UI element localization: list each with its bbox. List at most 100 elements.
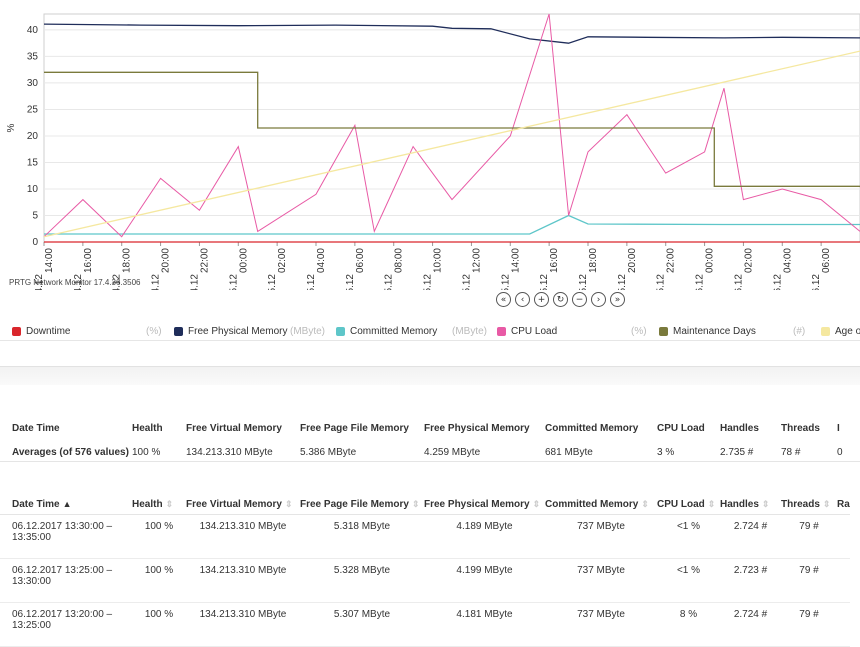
legend-unit: (MByte): [290, 326, 325, 337]
cpu-load-line: [43, 13, 860, 238]
free-physical-memory-swatch-icon: [174, 327, 183, 336]
header-label: Committed Memory: [545, 498, 639, 510]
legend-unit: (%): [631, 326, 647, 337]
cell-cpu-load: <1 %: [657, 514, 720, 559]
header-label: Date Time: [12, 498, 60, 510]
legend-item-free-physical-memory[interactable]: Free Physical Memory: [174, 326, 287, 337]
date-time-end: 13:25:00: [12, 620, 51, 631]
chart-svg[interactable]: 0 5 10 15 20 25 30 35 40% 04.1214:00 04.1216:00 04.…: [0, 0, 860, 290]
legend-label: CPU Load: [511, 326, 558, 337]
date-time-end: 13:30:00: [12, 576, 51, 587]
legend-item-maintenance-days[interactable]: Maintenance Days: [659, 326, 756, 337]
header-free-physical-memory[interactable]: Free Physical Memory ⇕: [424, 494, 545, 515]
date-time-end: 13:35:00: [12, 532, 51, 543]
header-label: CPU Load: [657, 498, 705, 510]
sort-icon: ⇕: [822, 498, 831, 509]
legend-item-committed-memory[interactable]: Committed Memory: [336, 326, 437, 337]
zoom-out-icon[interactable]: −: [572, 292, 587, 307]
x-tick-label: 06.1206:00: [811, 248, 832, 290]
header-cpu-load[interactable]: CPU Load ⇕: [657, 494, 720, 515]
avg-label: Averages (of 576 values): [12, 446, 129, 458]
sort-icon: ⇕: [761, 498, 770, 509]
legend-label: Free Physical Memory: [188, 326, 288, 337]
legend-divider: [0, 340, 860, 341]
cell-free-physical-memory: 4.199 MByte: [424, 558, 545, 603]
chart-legend: Downtime (%) Free Physical Memory (MByte…: [0, 322, 860, 346]
cpu-load-swatch-icon: [497, 327, 506, 336]
legend-item-cpu-load[interactable]: CPU Load: [497, 326, 557, 337]
y-tick-label: 40: [27, 25, 39, 36]
avg-free-virtual-memory: 134.213.310 MByte: [186, 446, 273, 458]
avg-handles: 2.735 #: [720, 446, 754, 458]
header-truncated[interactable]: Ra: [837, 494, 850, 515]
x-tick-label: 05.1204:00: [306, 248, 327, 290]
prev-icon[interactable]: ‹: [515, 292, 530, 307]
table-row[interactable]: 06.12.2017 13:30:00 –13:35:00 100 % 134.…: [0, 514, 850, 559]
reset-icon[interactable]: ↻: [553, 292, 568, 307]
header-label: Threads: [781, 498, 820, 510]
last-icon[interactable]: »: [610, 292, 625, 307]
averages-divider: [0, 461, 860, 462]
x-tick-label: 05.1214:00: [500, 248, 521, 290]
cell-free-virtual-memory: 134.213.310 MByte: [186, 514, 300, 559]
header-label: Health: [132, 498, 163, 510]
cell-health: 100 %: [132, 558, 186, 603]
avg-header-threads: Threads: [781, 422, 820, 434]
x-tick-label: 06.1202:00: [733, 248, 754, 290]
y-axis-label: %: [6, 123, 17, 132]
cell-threads: 79 #: [781, 558, 837, 603]
committed-memory-swatch-icon: [336, 327, 345, 336]
legend-unit: (%): [146, 326, 162, 337]
legend-label: Age of C: [835, 326, 860, 337]
legend-label: Maintenance Days: [673, 326, 756, 337]
header-free-virtual-memory[interactable]: Free Virtual Memory ⇕: [186, 494, 300, 515]
chart-nav-controls: « ‹ + ↻ − › »: [496, 292, 625, 307]
header-date-time[interactable]: Date Time ▲: [0, 494, 132, 515]
age-of-computer-swatch-icon: [821, 327, 830, 336]
sort-icon: ⇕: [532, 498, 541, 509]
chart-area[interactable]: 0 5 10 15 20 25 30 35 40% 04.1214:00 04.1216:00 04.…: [0, 0, 860, 290]
x-tick-label: 05.1200:00: [228, 248, 249, 290]
avg-header-committed-memory: Committed Memory: [545, 422, 639, 434]
y-tick-label: 10: [27, 184, 39, 195]
header-threads[interactable]: Threads ⇕: [781, 494, 837, 515]
y-tick-label: 30: [27, 78, 39, 89]
cell-threads: 79 #: [781, 514, 837, 559]
date-time-start: 06.12.2017 13:30:00 –: [12, 521, 113, 532]
avg-header-handles: Handles: [720, 422, 759, 434]
averages-table: Date Time Health Free Virtual Memory Fre…: [0, 418, 843, 466]
section-divider: [0, 366, 860, 385]
header-committed-memory[interactable]: Committed Memory ⇕: [545, 494, 657, 515]
avg-free-page-file-memory: 5.386 MByte: [300, 446, 357, 458]
cell-free-page-file-memory: 5.318 MByte: [300, 514, 424, 559]
cell-cpu-load: <1 %: [657, 558, 720, 603]
legend-item-downtime[interactable]: Downtime: [12, 326, 70, 337]
header-handles[interactable]: Handles ⇕: [720, 494, 781, 515]
cell-handles: 2.724 #: [720, 514, 781, 559]
cell-date-time: 06.12.2017 13:30:00 –13:35:00: [0, 514, 132, 559]
y-tick-label: 25: [27, 104, 39, 115]
zoom-in-icon[interactable]: +: [534, 292, 549, 307]
table-row[interactable]: 06.12.2017 13:25:00 –13:30:00 100 % 134.…: [0, 558, 850, 603]
avg-threads: 78 #: [781, 446, 801, 458]
header-label: Free Page File Memory: [300, 498, 409, 510]
legend-item-age-of-computer[interactable]: Age of C: [821, 326, 860, 337]
x-tick-label: 05.1222:00: [656, 248, 677, 290]
first-icon[interactable]: «: [496, 292, 511, 307]
header-label: Handles: [720, 498, 759, 510]
x-tick-label: 04.1220:00: [151, 248, 172, 290]
x-tick-label: 05.1220:00: [617, 248, 638, 290]
x-tick-label: 05.1212:00: [461, 248, 482, 290]
header-health[interactable]: Health ⇕: [132, 494, 186, 515]
data-table: Date Time ▲ Health ⇕ Free Virtual Memory ⇕ …: [0, 494, 850, 647]
next-icon[interactable]: ›: [591, 292, 606, 307]
x-tick-label: 05.1218:00: [578, 248, 599, 290]
y-tick-label: 15: [27, 157, 39, 168]
avg-health: 100 %: [132, 446, 161, 458]
cell-handles: 2.723 #: [720, 558, 781, 603]
age-of-computer-line: [43, 50, 860, 238]
sort-icon: ⇕: [707, 498, 716, 509]
header-free-page-file-memory[interactable]: Free Page File Memory ⇕: [300, 494, 424, 515]
cell-free-page-file-memory: 5.328 MByte: [300, 558, 424, 603]
avg-committed-memory: 681 MByte: [545, 446, 593, 458]
